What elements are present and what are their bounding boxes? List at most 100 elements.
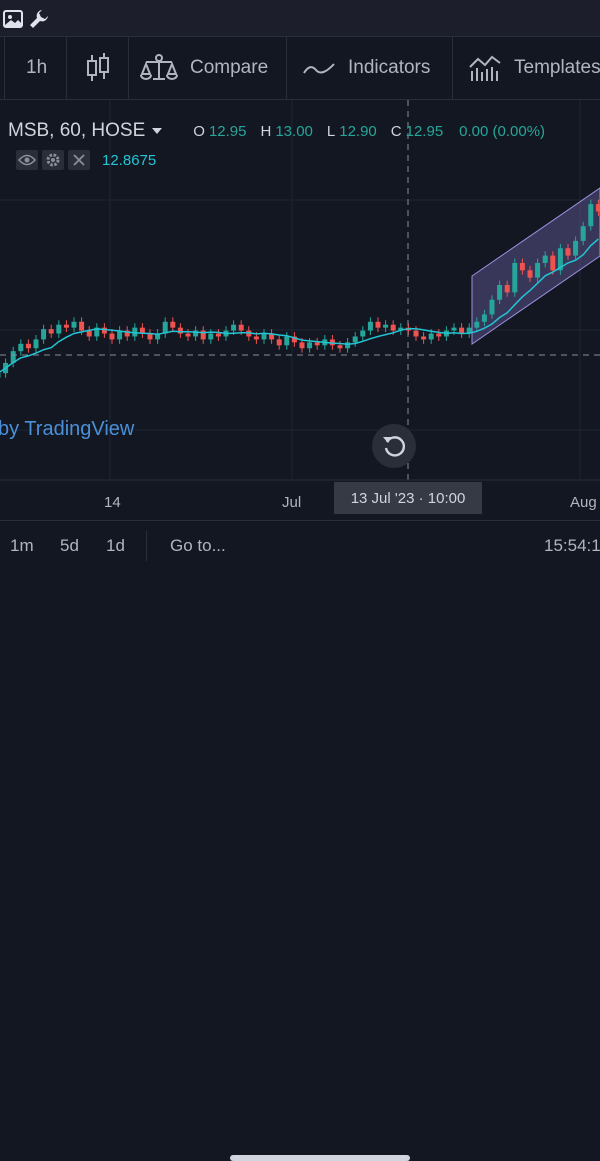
candle-body — [489, 299, 495, 315]
eye-icon[interactable] — [16, 150, 38, 170]
candle-body — [573, 240, 579, 256]
replay-button[interactable] — [372, 424, 416, 468]
candle-body — [413, 330, 419, 337]
compare-button[interactable]: Compare — [140, 37, 268, 99]
candle-body — [63, 324, 69, 328]
candle-body — [71, 321, 77, 328]
close-value: 12.95 — [405, 122, 444, 140]
candle-body — [481, 314, 487, 322]
settings-icon[interactable] — [42, 150, 64, 170]
candle-body — [162, 321, 168, 334]
candle-body — [519, 262, 525, 271]
candle-body — [215, 333, 221, 337]
candle-body — [512, 262, 518, 293]
candle-body — [124, 330, 130, 337]
close-icon[interactable] — [68, 150, 90, 170]
moving-average-line — [0, 238, 599, 373]
home-handle[interactable] — [230, 1155, 410, 1161]
candle-body — [345, 342, 351, 349]
candle-body — [284, 336, 290, 346]
indicators-button[interactable]: Indicators — [302, 37, 430, 99]
symbol-legend: MSB, 60, HOSE O 12.95 H 13.00 L 12.90 C 12.9… — [0, 118, 545, 144]
app-top-bar — [0, 0, 600, 37]
range-1m[interactable]: 1m — [10, 536, 34, 555]
candle-body — [269, 333, 275, 340]
open-key: O — [193, 122, 205, 140]
candle-body — [177, 327, 183, 334]
range-1d[interactable]: 1d — [106, 536, 125, 555]
tradingview-watermark[interactable]: by TradingView — [0, 418, 135, 440]
indicators-icon — [303, 63, 335, 74]
change-value: 0.00 (0.00%) — [459, 122, 546, 140]
candle-body — [253, 336, 259, 340]
templates-button[interactable]: Templates — [468, 37, 600, 99]
candle-body — [367, 321, 373, 331]
candle-body — [436, 333, 442, 337]
candle-body — [0, 373, 1, 378]
candle-body — [56, 324, 62, 334]
dropdown-arrow-icon[interactable] — [151, 127, 163, 135]
indicators-label: Indicators — [348, 57, 431, 78]
open-value: 12.95 — [208, 122, 247, 140]
candle-body — [595, 204, 600, 212]
candle-body — [147, 333, 153, 340]
candle-body — [261, 333, 267, 340]
wrench-icon[interactable] — [28, 8, 50, 30]
candle-body — [527, 270, 533, 278]
low-value: 12.90 — [339, 122, 377, 140]
compare-label: Compare — [190, 57, 269, 78]
symbol-name[interactable]: MSB, 60, HOSE — [8, 120, 146, 141]
bottom-range-bar: 1m 5d 1d Go to... 15:54:1 — [0, 520, 600, 571]
candle-body — [86, 330, 92, 337]
candle-body — [139, 327, 145, 334]
high-key: H — [260, 122, 272, 140]
candle-body — [185, 333, 191, 337]
candle-body — [398, 327, 404, 331]
candle-body — [170, 321, 176, 328]
candle-body — [390, 324, 396, 331]
candle-body — [360, 330, 366, 337]
candle-body — [299, 342, 305, 349]
price-chart[interactable] — [0, 100, 600, 520]
high-value: 13.00 — [275, 122, 313, 140]
candle-body — [291, 336, 297, 343]
candle-body — [231, 324, 237, 331]
low-key: L — [326, 122, 336, 140]
candle-body — [337, 345, 343, 349]
candle-body — [79, 321, 85, 331]
x-axis-label: Jul — [282, 494, 302, 511]
close-key: C — [390, 122, 402, 140]
candle-body — [155, 333, 161, 340]
candle-body — [504, 285, 510, 293]
candle-body — [451, 327, 457, 331]
candle-body — [421, 336, 427, 340]
candle-body — [238, 324, 244, 331]
interval-button[interactable]: 1h — [26, 37, 47, 99]
candle-body — [193, 330, 199, 337]
candle-body — [33, 339, 39, 349]
candle-body — [352, 336, 358, 343]
goto-button[interactable]: Go to... — [170, 536, 226, 555]
candle-body — [565, 248, 571, 256]
candle-body — [276, 339, 282, 346]
candle-body — [557, 248, 563, 271]
candle-body — [94, 327, 100, 337]
candle-body — [41, 329, 47, 340]
candle-body — [474, 321, 480, 328]
candle-body — [101, 327, 107, 334]
candle-body — [428, 333, 434, 340]
candle-body — [200, 330, 206, 340]
templates-icon — [469, 55, 501, 81]
image-icon[interactable] — [2, 8, 24, 30]
candle-body — [109, 333, 115, 340]
candle-body — [542, 255, 548, 263]
chart-type-button[interactable] — [86, 37, 110, 99]
candle-body — [466, 327, 472, 334]
range-5d[interactable]: 5d — [60, 536, 79, 555]
candle-body — [550, 255, 556, 271]
candle-body — [18, 343, 24, 352]
crosshair-time-label: 13 Jul '23 · 10:00 — [334, 482, 482, 514]
indicator-legend: 12.8675 — [0, 148, 156, 172]
compare-icon — [140, 54, 178, 80]
candle-body — [48, 329, 54, 334]
